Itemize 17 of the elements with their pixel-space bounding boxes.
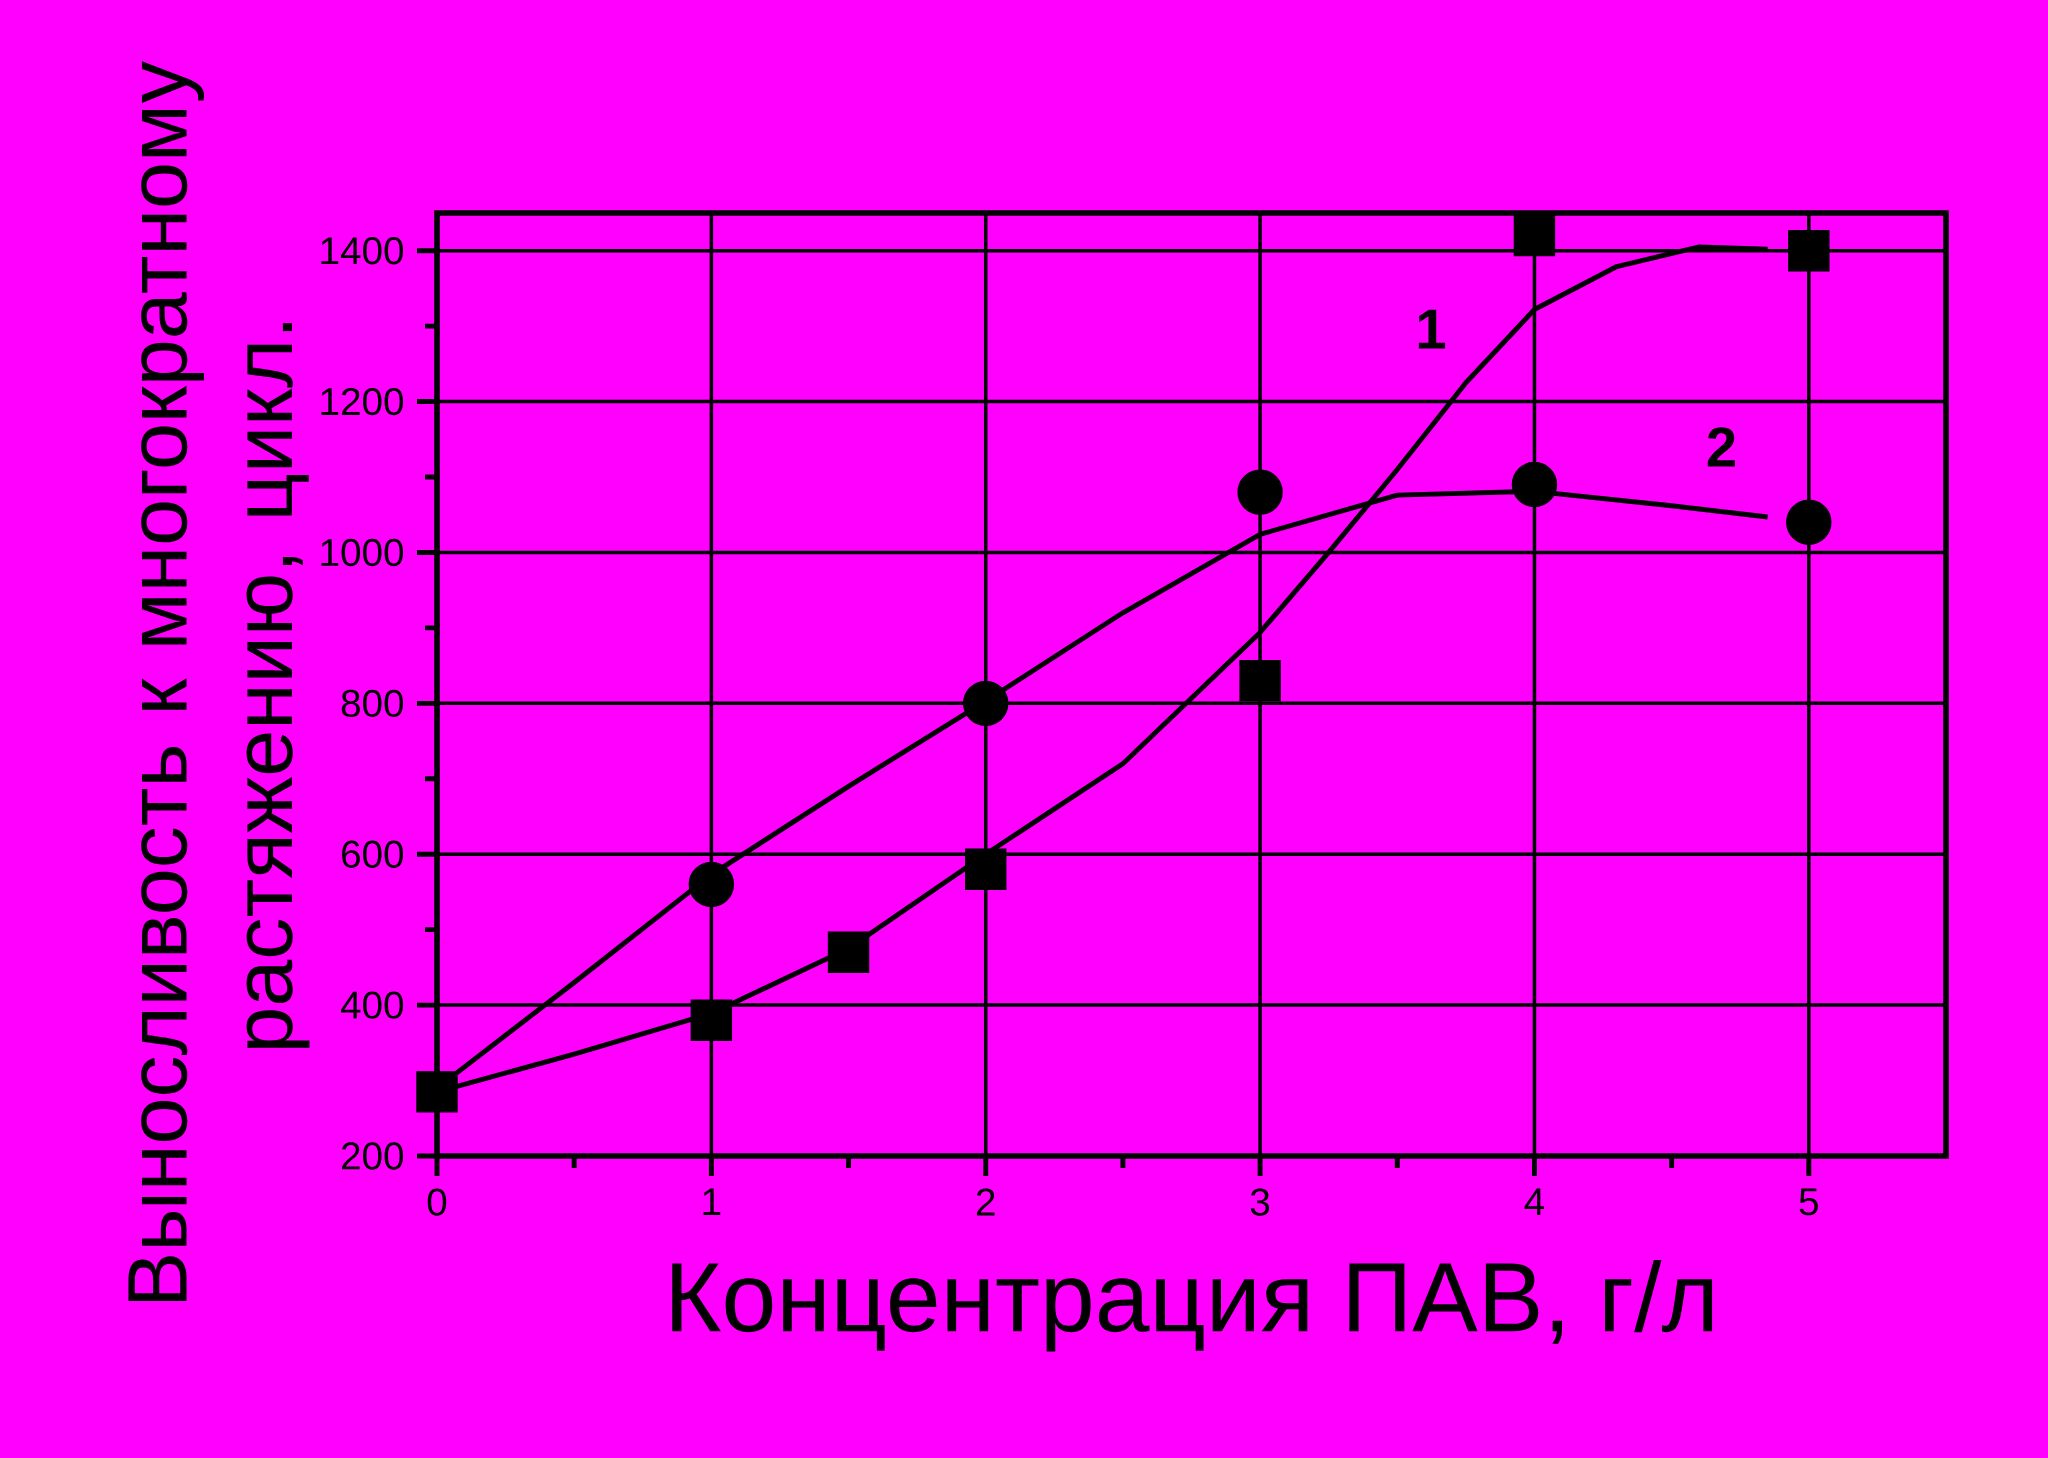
y-axis-title: Выносливость к многократному растяжению, цикл. bbox=[128, 61, 310, 1302]
y-tick-label: 400 bbox=[340, 991, 404, 1019]
x-tick-label: 3 bbox=[1250, 1188, 1270, 1216]
y-tick-label: 600 bbox=[342, 840, 404, 868]
y-tick-label: 1000 bbox=[321, 538, 404, 567]
x-tick-label: 0 bbox=[427, 1188, 447, 1216]
x-tick-label: 5 bbox=[1799, 1188, 1818, 1216]
y-tick-label: 200 bbox=[342, 1142, 404, 1170]
y-tick-label: 800 bbox=[341, 689, 404, 718]
y-tick-label: 1200 bbox=[321, 387, 404, 416]
x-tick-label: 2 bbox=[976, 1188, 995, 1216]
series-label: 2 bbox=[1707, 427, 1735, 467]
x-tick-label: 4 bbox=[1524, 1188, 1545, 1215]
x-tick-label: 1 bbox=[703, 1188, 721, 1215]
x-axis-title: Концентрация ПАВ, г/л bbox=[672, 1259, 1713, 1352]
series-label: 1 bbox=[1418, 309, 1446, 349]
y-tick-label: 1400 bbox=[321, 237, 404, 265]
